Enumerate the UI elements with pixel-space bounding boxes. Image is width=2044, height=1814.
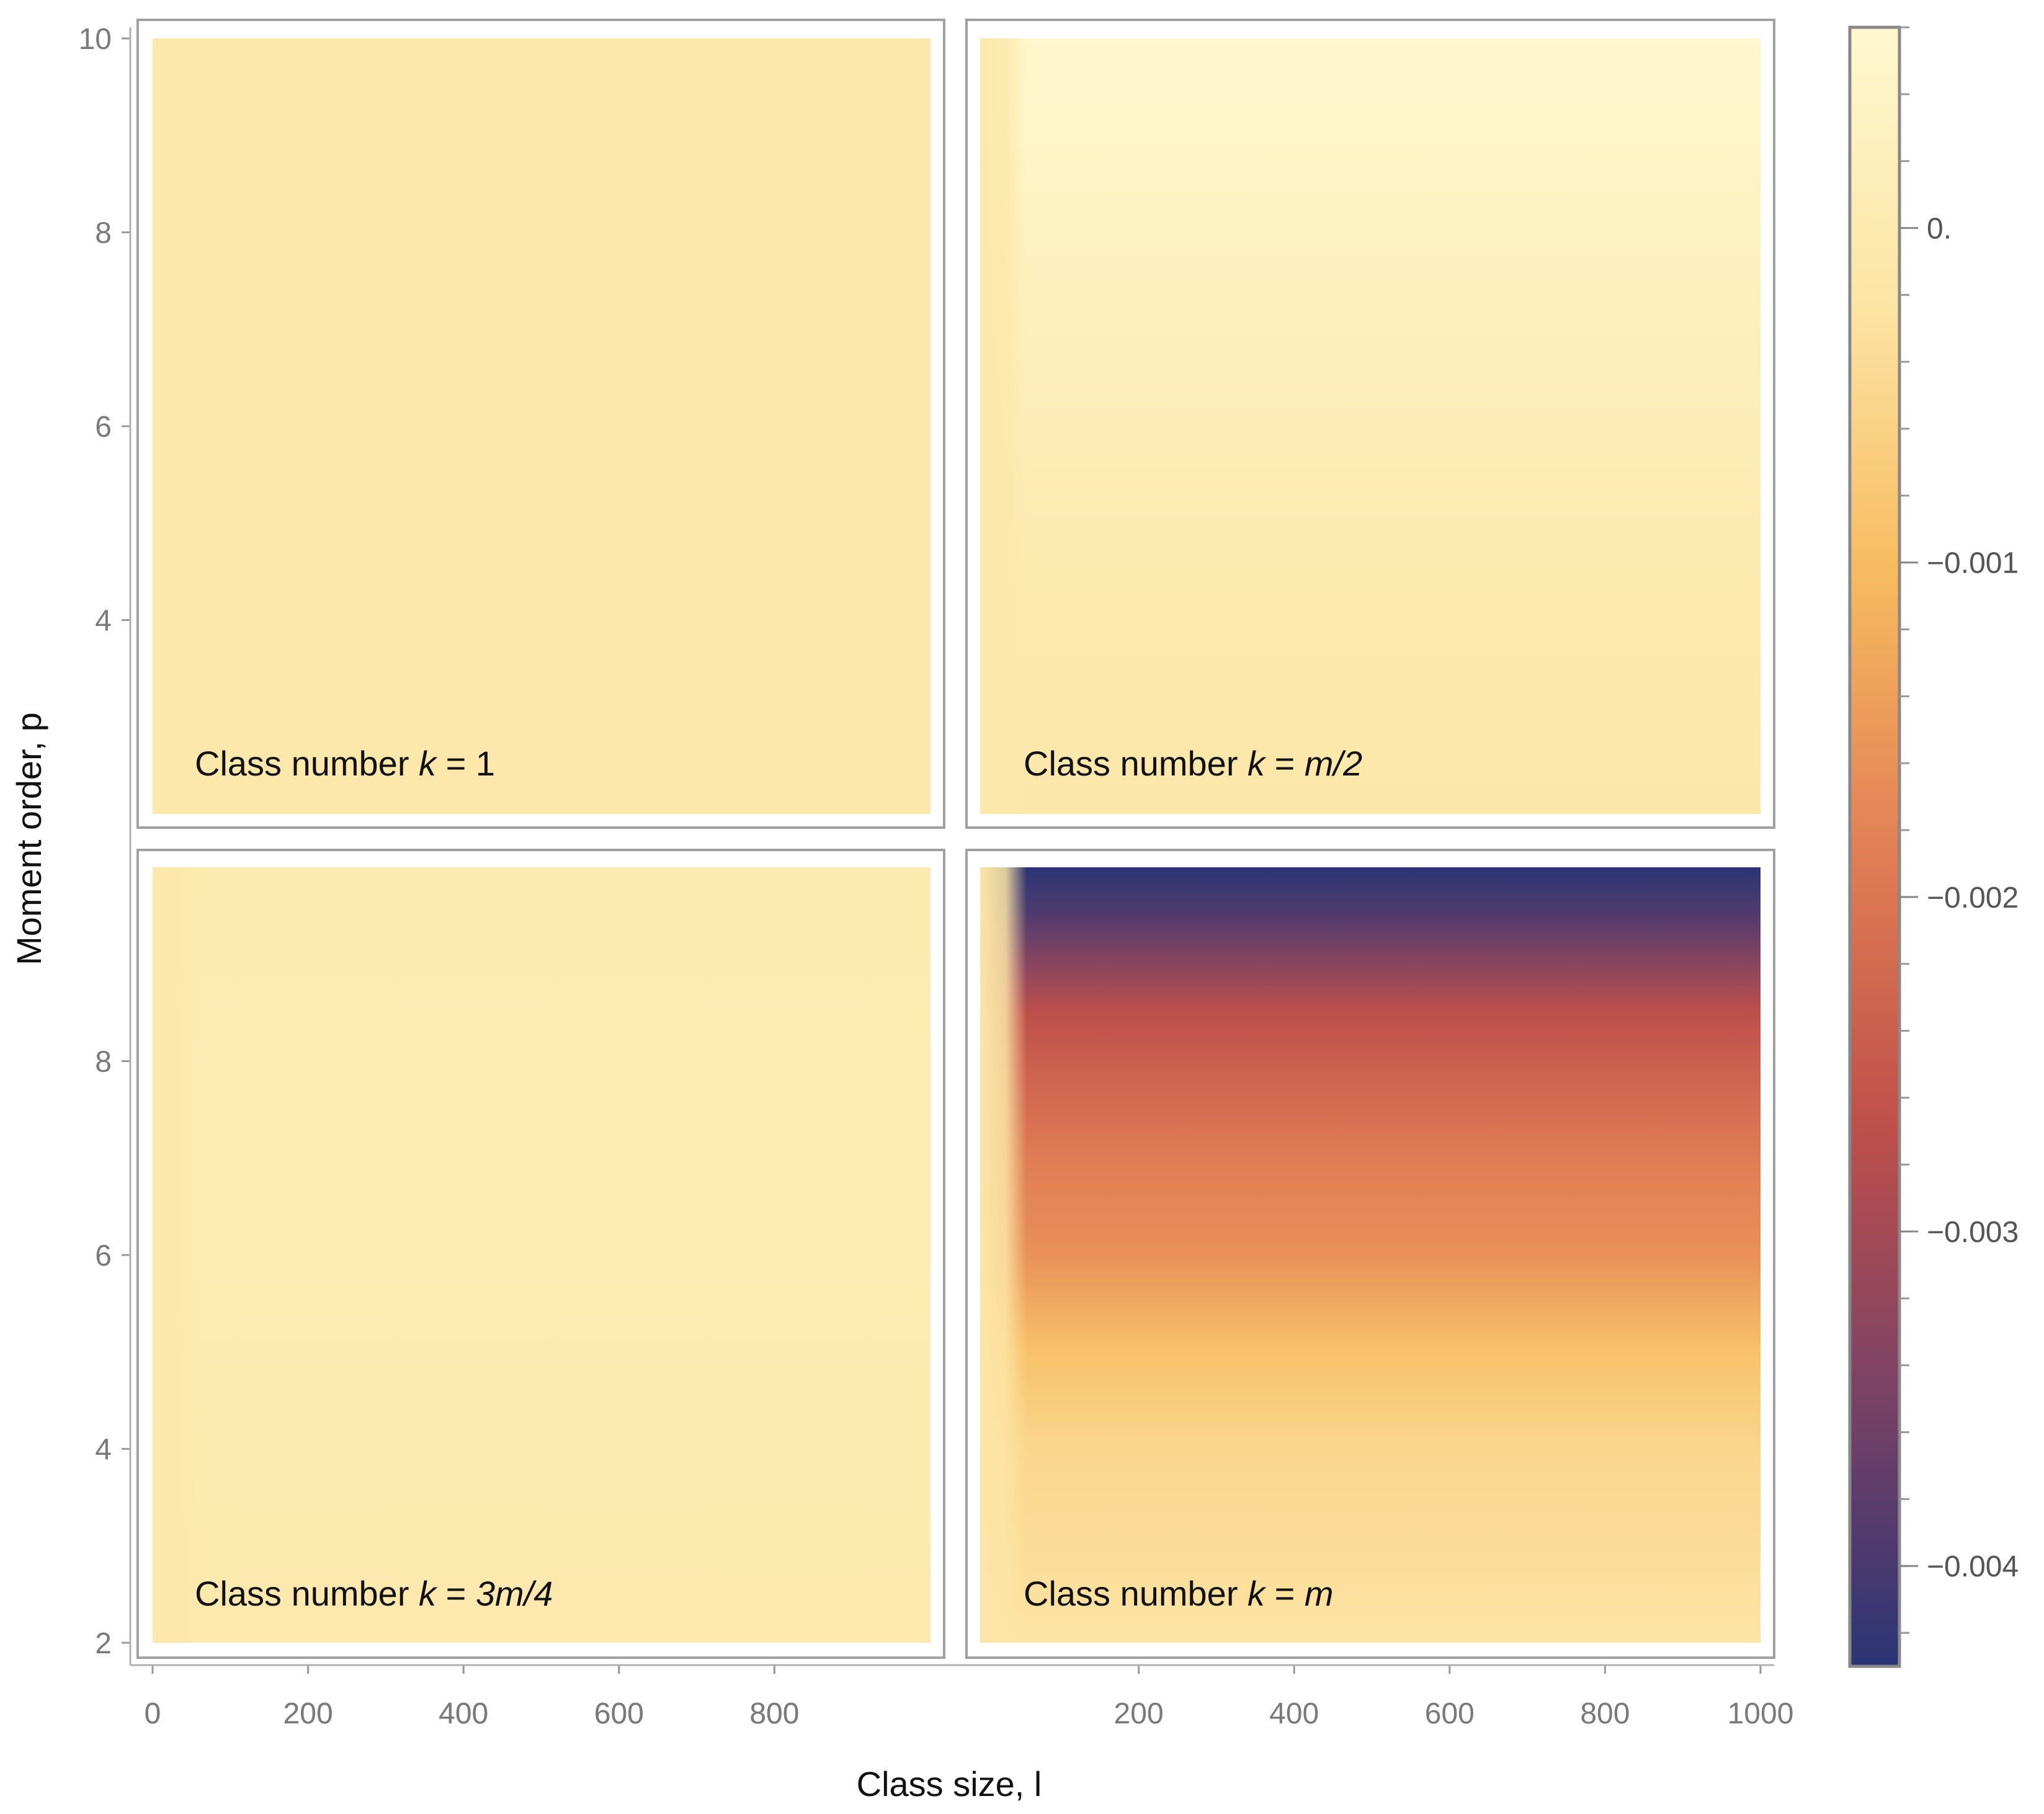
heatmap-fill-k_m: [980, 867, 1761, 1643]
panel-label-k-3q: Class number k = 3m/4: [195, 1574, 553, 1613]
panel-frame-k-3q: [136, 849, 945, 1659]
x-tick-label: 800: [1580, 1697, 1630, 1730]
x-tick-label: 0: [145, 1697, 161, 1730]
x-tick-label: 400: [439, 1697, 488, 1730]
colorbar-tick-label: −0.004: [1927, 1550, 2019, 1583]
x-tick-label: 400: [439, 1697, 488, 1730]
heatmap-k-3q: [153, 867, 931, 1643]
panel-frame-k-m: [965, 849, 1775, 1659]
heatmap-edge-k_3q: [153, 867, 200, 1643]
x-tick-label: 200: [283, 1697, 333, 1730]
y-tick-label: 8: [95, 217, 112, 250]
colorbar-tick-label: −0.003: [1927, 1216, 2019, 1249]
x-tick-label: 1000: [1728, 1697, 1794, 1730]
panel-label-k1: Class number k = 1: [195, 744, 495, 783]
panel-frame-k-half: [965, 19, 1775, 829]
panel-label-k-half: Class number k = m/2: [1024, 744, 1362, 783]
x-tick-label: 600: [594, 1697, 644, 1730]
x-tick-label: 600: [594, 1697, 644, 1730]
x-tick-label: 0: [145, 1697, 161, 1730]
panel-label-k-m: Class number k = m: [1024, 1574, 1334, 1613]
y-tick-label: 4: [95, 605, 112, 638]
x-axis-title: Class size, l: [857, 1764, 1042, 1803]
y-tick-label: 6: [95, 1240, 112, 1272]
y-tick-label: 6: [95, 411, 112, 444]
colorbar-tick-label: −0.001: [1927, 547, 2019, 580]
colorbar-tick-label: 0.: [1927, 213, 1952, 246]
x-tick-label: 400: [1269, 1697, 1319, 1730]
x-tick-label: 600: [1425, 1697, 1475, 1730]
heatmap-fill-k_3q: [153, 867, 931, 1643]
heatmap-k-half: [980, 38, 1761, 814]
heatmap-k1: [153, 38, 931, 814]
y-tick-label: 4: [95, 1434, 112, 1467]
y-axis-title: Moment order, p: [9, 712, 48, 965]
colorbar: [1848, 25, 1901, 1668]
x-tick-label: 200: [1114, 1697, 1164, 1730]
x-tick-label: 800: [749, 1697, 799, 1730]
colorbar-tick-label: −0.002: [1927, 882, 2019, 914]
y-tick-label: 2: [95, 1627, 112, 1660]
x-tick-label: 800: [749, 1697, 799, 1730]
y-tick-label: 8: [95, 1046, 112, 1079]
x-tick-label: 200: [283, 1697, 333, 1730]
y-tick-label: 10: [79, 23, 112, 56]
heatmap-edge-k_half: [980, 38, 1027, 814]
colorbar-ticks: 0. −0.001 −0.002 −0.003 −0.004: [1899, 26, 2019, 1634]
panel-frame-k1: [136, 19, 945, 829]
heatmap-k-m: [980, 867, 1761, 1643]
heatmap-fill-k_half: [980, 38, 1761, 814]
heatmap-edge-k_m: [980, 867, 1027, 1643]
heatmap-fill-k1: [153, 38, 931, 814]
